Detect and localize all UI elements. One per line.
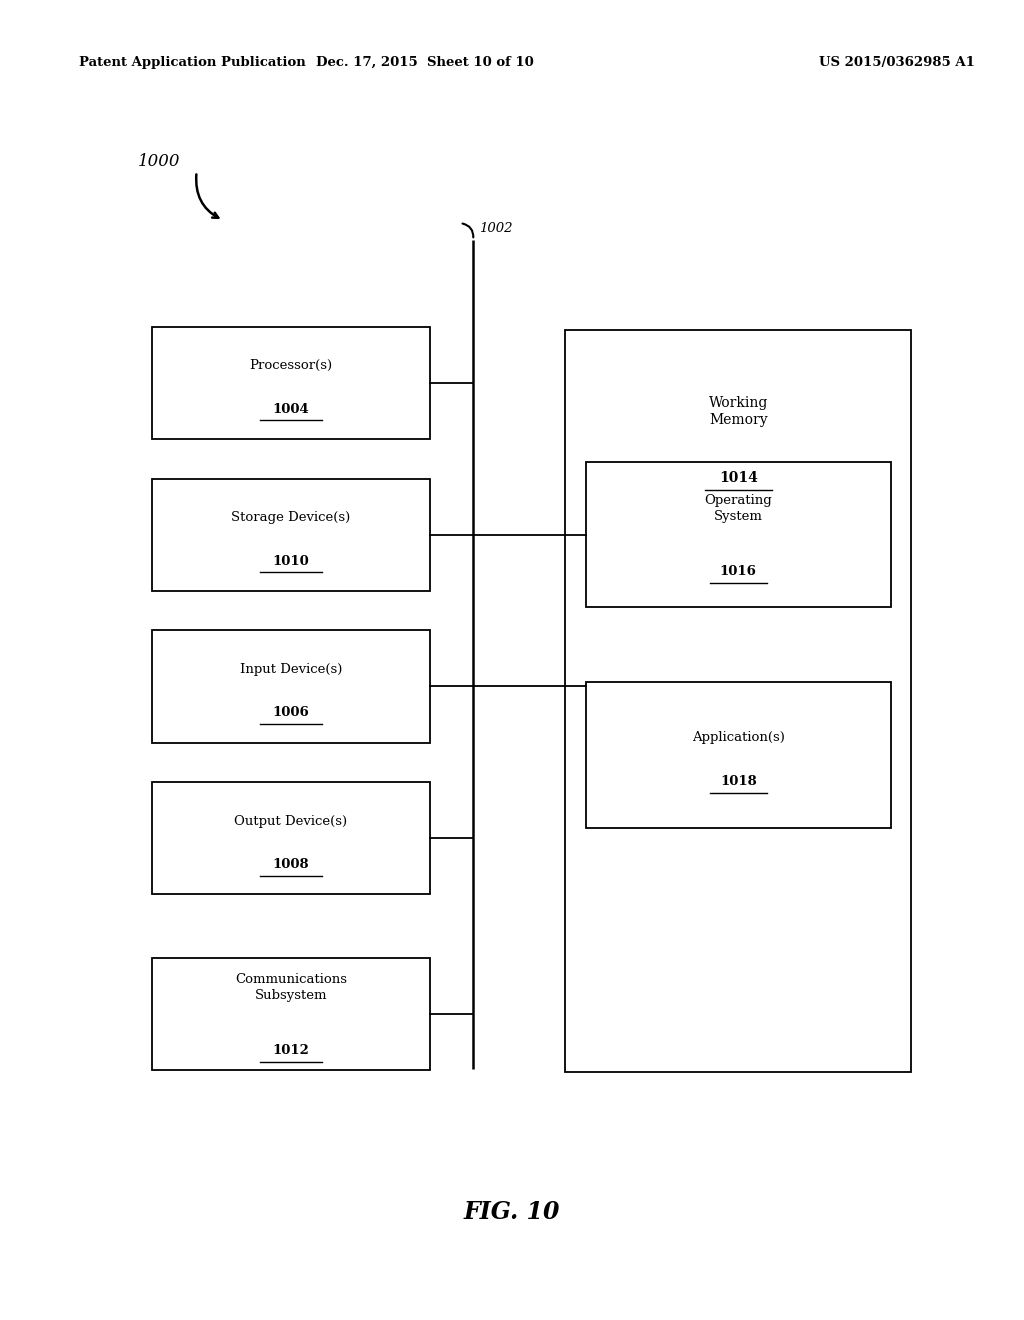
Text: 1016: 1016 <box>720 565 757 578</box>
Text: 1010: 1010 <box>272 554 309 568</box>
Bar <box>152 631 430 742</box>
Bar <box>586 682 891 828</box>
Text: Storage Device(s): Storage Device(s) <box>231 511 350 524</box>
Text: Communications
Subsystem: Communications Subsystem <box>234 973 347 1002</box>
Text: Application(s): Application(s) <box>692 731 784 744</box>
Bar <box>152 479 430 591</box>
Text: 1000: 1000 <box>138 153 181 169</box>
Text: Patent Application Publication: Patent Application Publication <box>79 55 305 69</box>
Text: Input Device(s): Input Device(s) <box>240 663 342 676</box>
Text: 1006: 1006 <box>272 706 309 719</box>
Text: Output Device(s): Output Device(s) <box>234 814 347 828</box>
Text: 1018: 1018 <box>720 775 757 788</box>
Text: 1004: 1004 <box>272 403 309 416</box>
Bar <box>152 958 430 1069</box>
Text: 1008: 1008 <box>272 858 309 871</box>
Bar <box>152 781 430 895</box>
Bar <box>152 327 430 438</box>
Text: Processor(s): Processor(s) <box>249 359 333 372</box>
Text: 1002: 1002 <box>479 222 513 235</box>
Text: Working
Memory: Working Memory <box>709 396 768 428</box>
Text: US 2015/0362985 A1: US 2015/0362985 A1 <box>819 55 975 69</box>
Text: Operating
System: Operating System <box>705 494 772 523</box>
Text: Dec. 17, 2015  Sheet 10 of 10: Dec. 17, 2015 Sheet 10 of 10 <box>316 55 534 69</box>
Bar <box>565 330 911 1072</box>
Bar <box>586 462 891 607</box>
Text: 1012: 1012 <box>272 1044 309 1057</box>
Text: FIG. 10: FIG. 10 <box>464 1200 560 1224</box>
Text: 1014: 1014 <box>719 471 758 484</box>
